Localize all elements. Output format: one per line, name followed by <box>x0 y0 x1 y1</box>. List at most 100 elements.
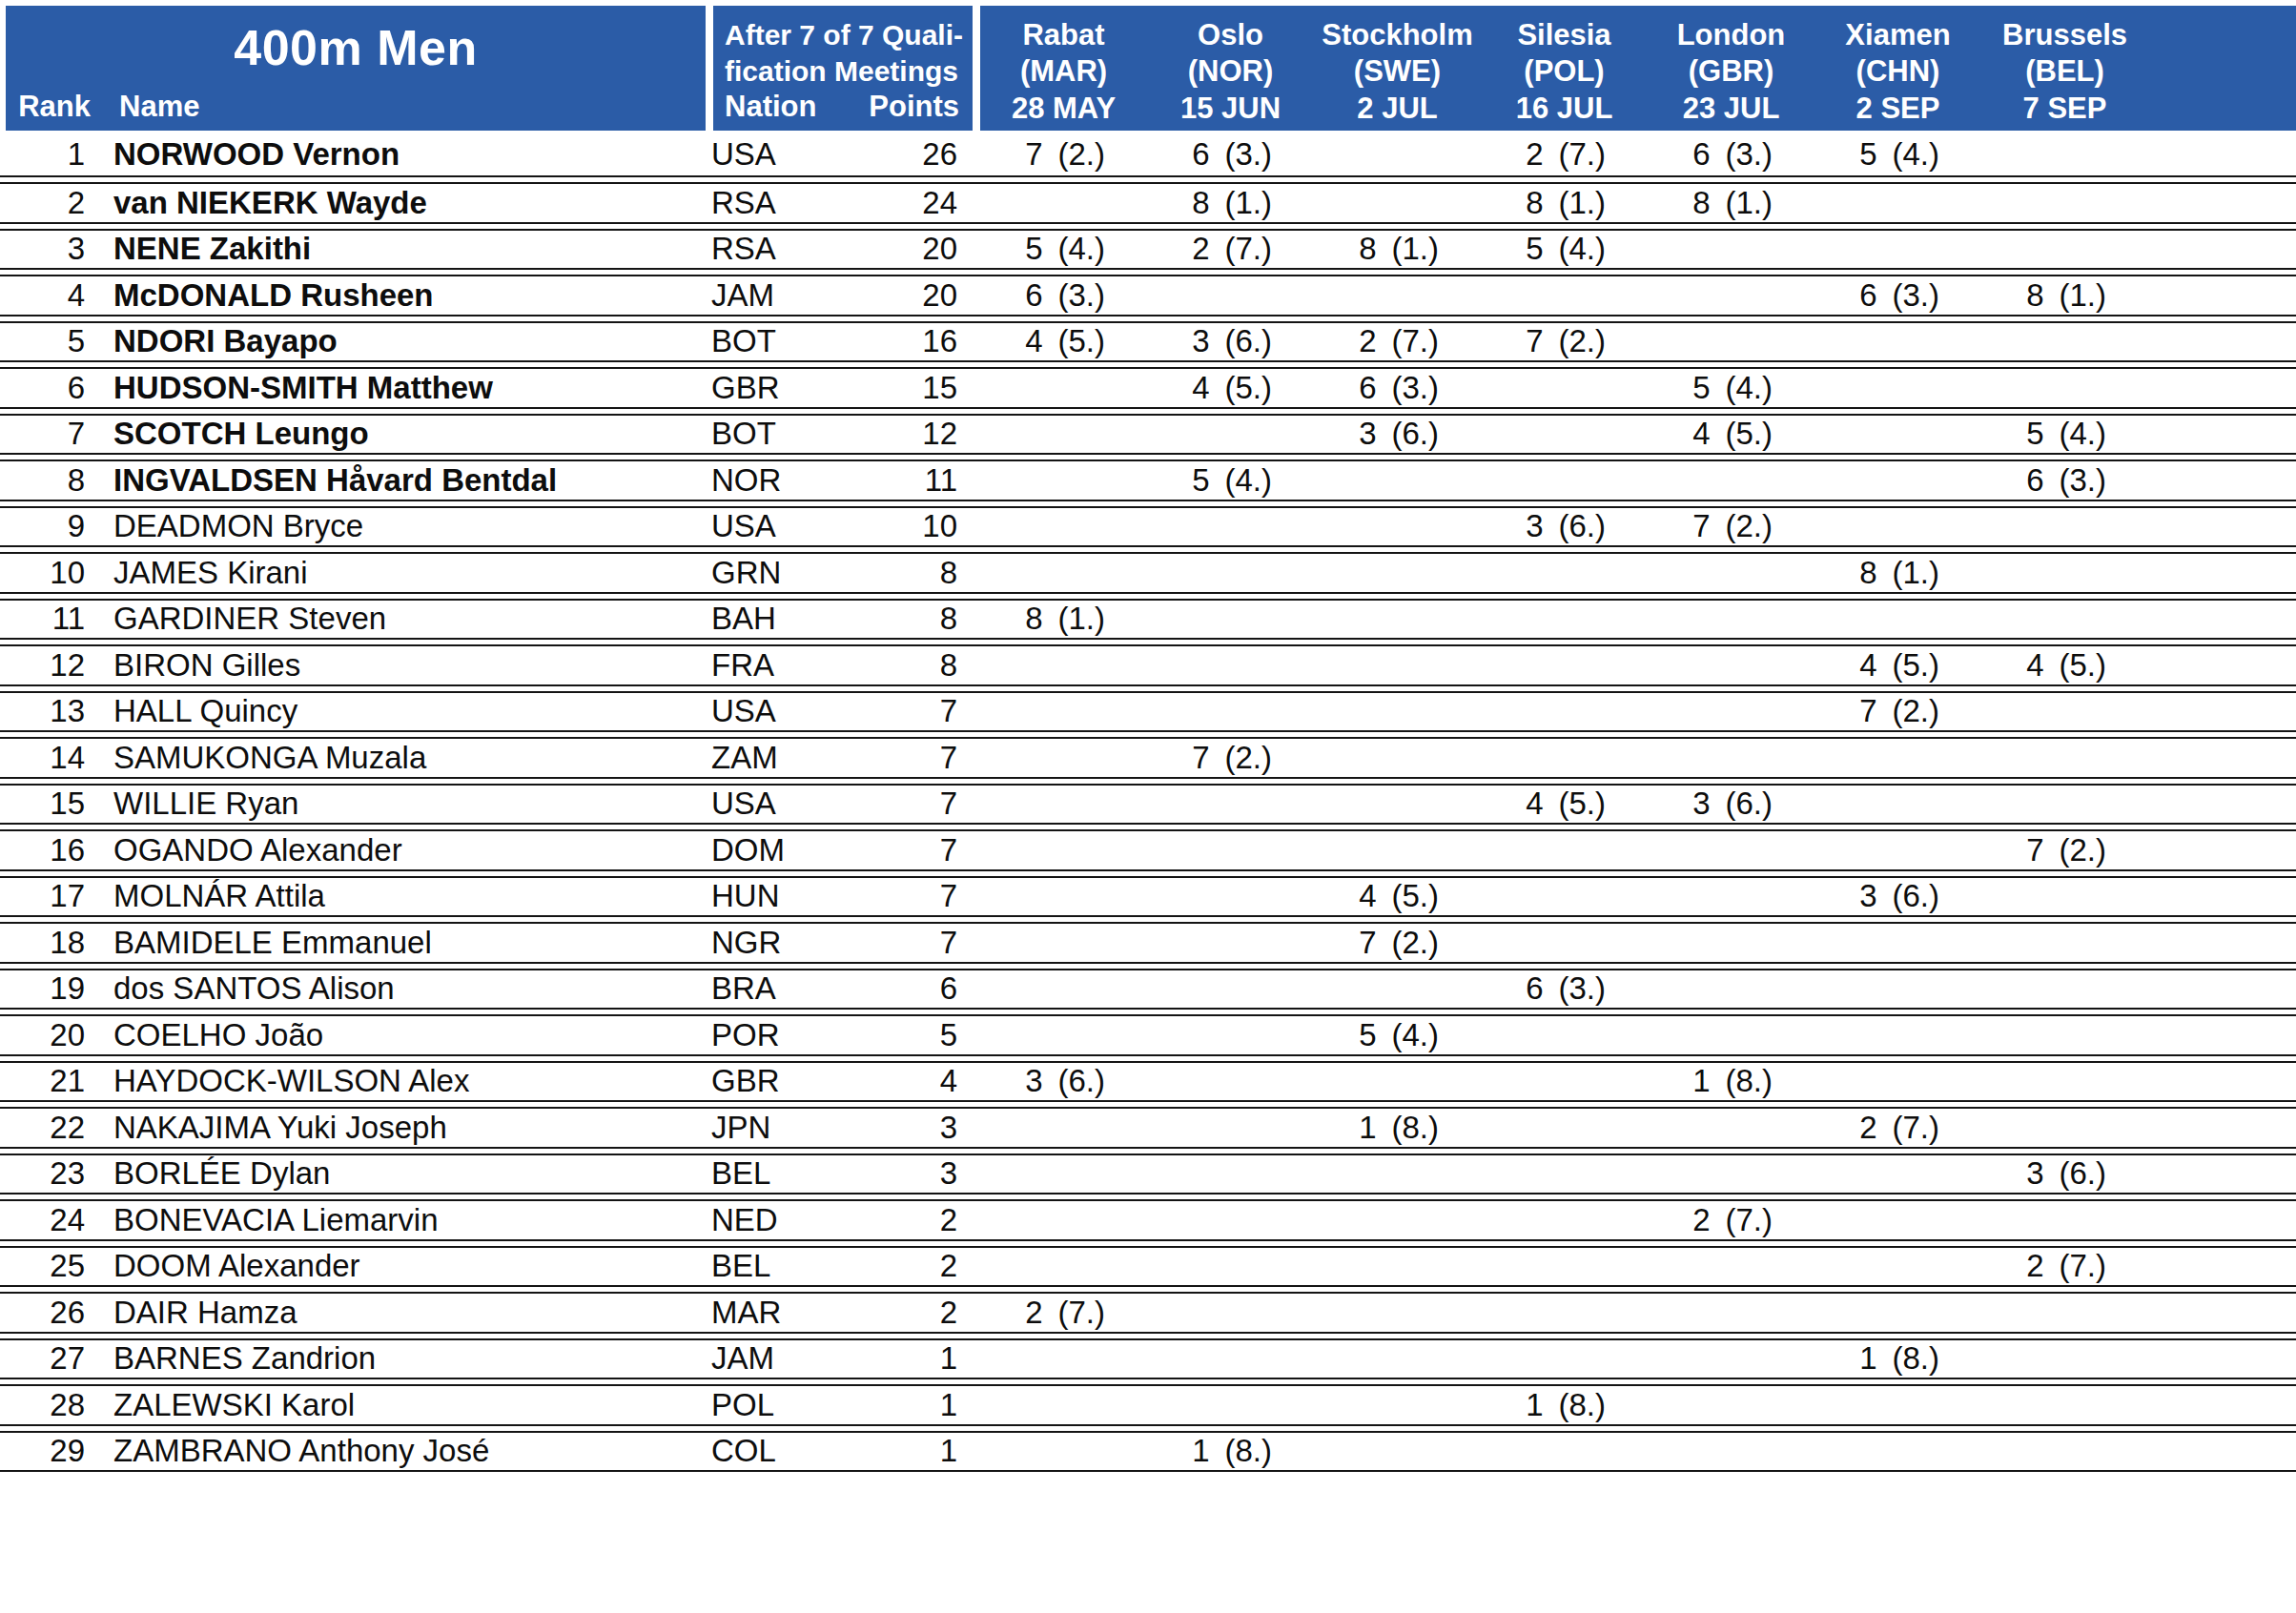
result-place: (6.) <box>1893 878 1965 914</box>
result-points <box>1498 370 1544 406</box>
result-cell <box>980 1433 1147 1469</box>
result-cell <box>1981 925 2148 961</box>
result-place: (6.) <box>1225 323 1298 359</box>
result-cell: 3 (6.) <box>1981 1155 2148 1192</box>
nation-cell: GBR <box>711 370 849 406</box>
result-place <box>1058 1433 1131 1469</box>
table-row: 23 BORLÉE Dylan BEL 3 3 (6.) <box>0 1154 2296 1195</box>
result-cell <box>1314 462 1481 499</box>
result-cell <box>980 555 1147 591</box>
result-place: (1.) <box>1726 185 1798 221</box>
result-cell <box>1981 185 2148 221</box>
result-points: 3 <box>1999 1155 2044 1192</box>
result-cell <box>1147 508 1314 544</box>
result-points <box>997 1433 1043 1469</box>
result-points <box>1832 1248 1877 1284</box>
result-place <box>1726 1248 1798 1284</box>
result-place <box>1225 647 1298 684</box>
table-row: 28 ZALEWSKI Karol POL 1 1 (8.) <box>0 1384 2296 1426</box>
points-cell: 7 <box>849 832 957 868</box>
meeting-results: 7 (2.) 6 (3.) 2 (7.) 6 (3.) 5 (4.) <box>980 136 2148 173</box>
result-points <box>1832 416 1877 452</box>
result-place <box>1726 1155 1798 1192</box>
result-cell <box>1648 277 1814 314</box>
rank-cell: 1 <box>0 136 85 173</box>
result-points <box>997 878 1043 914</box>
result-points <box>1999 740 2044 776</box>
meeting-country: (CHN) <box>1814 53 1981 90</box>
result-points: 2 <box>1999 1248 2044 1284</box>
result-cell: 4 (5.) <box>1314 878 1481 914</box>
result-points <box>1665 647 1711 684</box>
result-place <box>1225 1387 1298 1423</box>
result-place <box>1058 185 1131 221</box>
result-cell <box>980 647 1147 684</box>
result-points <box>1331 1063 1377 1099</box>
result-points <box>1498 832 1544 868</box>
qualification-note-line1: After 7 of 7 Quali- <box>725 17 973 53</box>
rank-cell: 22 <box>0 1110 85 1146</box>
result-cell <box>1981 1063 2148 1099</box>
result-cell: 7 (2.) <box>1314 925 1481 961</box>
result-cell: 8 (1.) <box>1648 185 1814 221</box>
result-cell <box>1814 1155 1981 1192</box>
name-cell: JAMES Kirani <box>113 555 666 591</box>
result-place <box>1058 370 1131 406</box>
result-points <box>1164 1340 1210 1377</box>
table-row: 25 DOOM Alexander BEL 2 2 (7.) <box>0 1246 2296 1288</box>
result-place <box>1726 277 1798 314</box>
result-cell <box>1814 323 1981 359</box>
nation-cell: USA <box>711 508 849 544</box>
result-points <box>997 647 1043 684</box>
meeting-results: 7 (2.) <box>980 832 2148 868</box>
result-place <box>1559 1110 1631 1146</box>
result-points <box>1331 185 1377 221</box>
result-place <box>1392 508 1465 544</box>
result-place <box>1726 878 1798 914</box>
result-cell <box>1981 1340 2148 1377</box>
result-place: (7.) <box>1893 1110 1965 1146</box>
column-header-points: Points <box>869 90 959 124</box>
result-place <box>1559 1017 1631 1053</box>
result-place <box>1058 1202 1131 1238</box>
result-cell <box>1481 462 1648 499</box>
result-points <box>1999 1387 2044 1423</box>
result-cell <box>1314 555 1481 591</box>
result-points <box>997 1017 1043 1053</box>
result-points: 6 <box>1999 462 2044 499</box>
result-points <box>1498 693 1544 729</box>
result-cell <box>1814 416 1981 452</box>
result-place <box>1392 1202 1465 1238</box>
result-cell <box>1147 1155 1314 1192</box>
result-cell <box>1648 1387 1814 1423</box>
result-place <box>1726 925 1798 961</box>
result-cell <box>1814 185 1981 221</box>
qualification-note-line2: fication Meetings <box>725 53 973 90</box>
name-cell: GARDINER Steven <box>113 601 666 637</box>
result-cell <box>1648 601 1814 637</box>
result-place <box>1559 1063 1631 1099</box>
nation-cell: NGR <box>711 925 849 961</box>
result-place <box>1392 970 1465 1007</box>
result-points <box>1164 1202 1210 1238</box>
result-cell <box>980 1387 1147 1423</box>
result-cell <box>1981 878 2148 914</box>
result-place <box>1392 1248 1465 1284</box>
result-points <box>997 508 1043 544</box>
result-points: 3 <box>1164 323 1210 359</box>
result-cell <box>1814 1248 1981 1284</box>
nation-cell: DOM <box>711 832 849 868</box>
rank-cell: 20 <box>0 1017 85 1053</box>
result-place: (8.) <box>1392 1110 1465 1146</box>
result-cell <box>1481 832 1648 868</box>
result-points <box>997 462 1043 499</box>
result-place: (3.) <box>1225 136 1298 173</box>
result-cell <box>1648 832 1814 868</box>
result-place: (2.) <box>2060 832 2132 868</box>
rank-cell: 25 <box>0 1248 85 1284</box>
result-place: (7.) <box>1058 1295 1131 1331</box>
result-cell <box>1481 693 1648 729</box>
result-points <box>1665 832 1711 868</box>
result-place: (3.) <box>1058 277 1131 314</box>
result-points <box>1999 693 2044 729</box>
